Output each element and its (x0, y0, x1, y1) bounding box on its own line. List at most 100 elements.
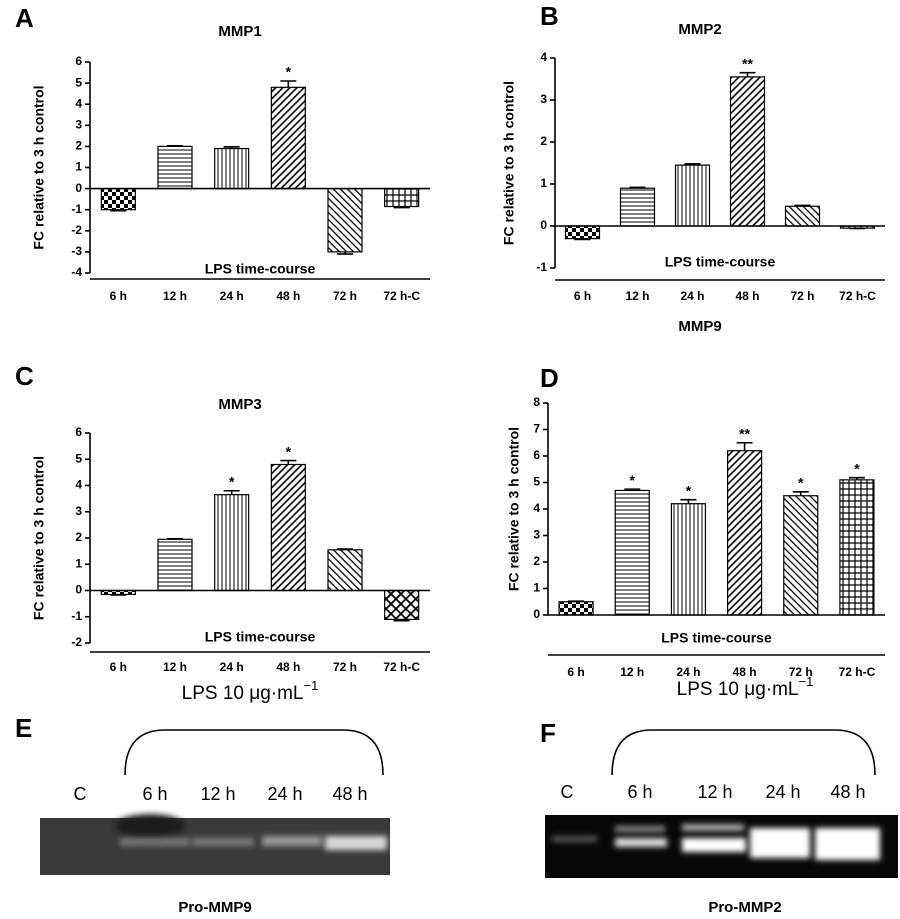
x-axis-label: LPS time-course (665, 254, 776, 270)
x-tick-label: 72 h-C (839, 289, 876, 303)
error-bar (337, 548, 353, 550)
y-tick-label: 3 (75, 117, 82, 131)
error-bar (167, 144, 183, 147)
x-tick-label: 48 h (276, 289, 300, 303)
y-tick-label: 0 (75, 181, 82, 195)
y-tick-label: 3 (75, 504, 82, 518)
gel-band (815, 828, 880, 860)
charts: A MMP1 FC relative to 3 h control -4 -3 -2 -1 0… (15, 1, 885, 679)
bar-chart: B MMP2 FC relative to 3 h control -1 0 1 2 3 4 6 … (501, 1, 885, 303)
y-tick-label: -1 (71, 202, 82, 216)
y-tick-label: 8 (533, 395, 540, 409)
x-tick-label: 48 h (276, 660, 300, 674)
bar (100, 188, 136, 211)
y-tick-label: 4 (75, 96, 82, 110)
y-tick-label: 4 (75, 478, 82, 492)
bar-chart: A MMP1 FC relative to 3 h control -4 -3 -2 -1 0… (15, 3, 430, 303)
x-tick-label: 72 h-C (839, 665, 876, 679)
error-bar (574, 238, 591, 241)
chart-title: MMP9 (678, 318, 721, 335)
gel-band (120, 838, 190, 846)
error-bar (167, 537, 183, 540)
y-tick-label: 5 (75, 451, 82, 465)
bar (614, 489, 650, 616)
error-bar (794, 204, 811, 207)
x-tick-label: 12 h (163, 660, 187, 674)
bar (327, 549, 363, 592)
y-tick-label: 0 (533, 607, 540, 621)
x-axis-label: LPS time-course (205, 261, 316, 277)
y-tick-label: 2 (75, 530, 82, 544)
y-tick-label: 1 (75, 556, 82, 570)
x-tick-label: 12 h (625, 289, 649, 303)
y-tick-label: 6 (75, 425, 82, 439)
x-tick-label: 24 h (220, 660, 244, 674)
x-tick-label: 24 h (220, 289, 244, 303)
y-tick-label: -2 (71, 223, 82, 237)
lane-label: 48 h (830, 782, 865, 802)
x-tick-label: 72 h-C (383, 289, 420, 303)
y-tick-label: 3 (540, 92, 547, 106)
gel-band (682, 824, 744, 831)
y-tick-label: -4 (71, 265, 82, 279)
chart-title: MMP3 (218, 396, 261, 413)
significance: * (798, 474, 804, 490)
x-tick-label: 12 h (620, 665, 644, 679)
error-bar (848, 476, 865, 480)
x-axis-label: LPS time-course (205, 629, 316, 645)
gel-title: LPS 10 μg·mL−1 (677, 674, 814, 700)
bracket (124, 729, 384, 776)
bar (270, 86, 306, 190)
error-bar (792, 490, 809, 496)
x-axis-label: LPS time-course (661, 630, 772, 646)
gel-band (750, 828, 810, 858)
bar (214, 147, 250, 190)
y-axis-label: FC relative to 3 h control (31, 456, 47, 620)
x-tick-label: 6 h (567, 665, 584, 679)
y-tick-label: 6 (533, 448, 540, 462)
error-bar (629, 186, 646, 189)
x-tick-label: 6 h (110, 660, 127, 674)
x-tick-label: 48 h (735, 289, 759, 303)
y-tick-label: 2 (75, 139, 82, 153)
chart-title: MMP1 (218, 23, 261, 40)
significance: * (286, 443, 292, 459)
error-bar (393, 619, 410, 622)
x-tick-label: 6 h (574, 289, 591, 303)
bracket (611, 729, 876, 776)
bar (384, 589, 420, 620)
x-tick-label: 24 h (680, 289, 704, 303)
y-tick-label: 3 (533, 528, 540, 542)
bar (726, 450, 763, 616)
bar (327, 188, 363, 253)
significance: ** (739, 425, 750, 441)
significance: * (854, 460, 860, 476)
chart-title: MMP2 (678, 21, 721, 38)
lane-label: C (74, 784, 87, 804)
lane-label: 24 h (765, 782, 800, 802)
error-bar (736, 441, 753, 451)
x-tick-label: 12 h (163, 289, 187, 303)
gel-band (615, 838, 667, 847)
y-tick-label: -2 (71, 635, 82, 649)
error-bar (393, 206, 410, 209)
lane-label: 12 h (200, 784, 235, 804)
error-bar (280, 80, 297, 88)
bar (270, 463, 306, 592)
y-tick-label: 5 (533, 475, 540, 489)
lane-label: 48 h (332, 784, 367, 804)
bar (783, 495, 819, 616)
bar-chart: C MMP3 FC relative to 3 h control -2 -1 0 1 2 3 4… (15, 361, 430, 674)
y-tick-label: 1 (533, 581, 540, 595)
y-tick-label: -3 (71, 244, 82, 258)
y-tick-label: 7 (533, 422, 540, 436)
gel-band (192, 838, 254, 846)
panel-letter: F (540, 718, 556, 748)
y-tick-label: 0 (75, 583, 82, 597)
y-tick-label: 0 (540, 218, 547, 232)
bar-chart: D MMP9 FC relative to 3 h control 0 1 2 3 4 5 6 7 8… (506, 318, 885, 679)
x-tick-label: 6 h (110, 289, 127, 303)
error-bar (223, 489, 240, 495)
